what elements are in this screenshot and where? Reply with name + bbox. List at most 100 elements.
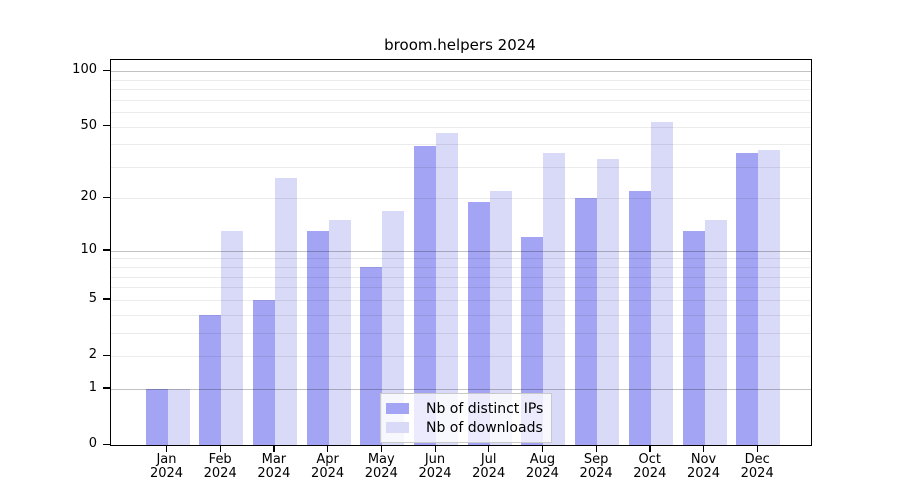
x-tick-label-year: 2024 (472, 466, 506, 481)
chart-title: broom.helpers 2024 (384, 36, 536, 54)
x-tick-label-year: 2024 (579, 466, 613, 481)
x-tick-label-month: Jan (156, 452, 177, 467)
bar-downloads (382, 210, 405, 445)
x-tick-label-month: Nov (690, 452, 717, 467)
bar-distinct-ips (628, 191, 651, 445)
gridline-minor (111, 112, 811, 114)
bar-distinct-ips (682, 231, 705, 445)
y-tick-label: 100 (72, 62, 97, 78)
gridline-minor (111, 166, 811, 168)
gridline-major (111, 71, 811, 73)
y-tick-label: 50 (80, 117, 97, 133)
x-tick-label-month: May (367, 452, 395, 467)
x-tick (649, 445, 651, 452)
gridline-minor (111, 198, 811, 200)
x-tick-label-year: 2024 (149, 466, 184, 481)
x-tick-label-month: Dec (744, 452, 770, 467)
y-tick (103, 69, 110, 71)
legend: Nb of distinct IPs Nb of downloads (380, 393, 553, 443)
bar-downloads (489, 191, 512, 445)
x-tick (488, 445, 490, 452)
x-tick (380, 445, 383, 452)
x-tick-label-month: Jul (480, 452, 497, 467)
legend-label-distinct-ips: Nb of distinct IPs (426, 400, 544, 417)
x-tick-label-month: Feb (208, 452, 232, 467)
x-tick-label-month: Jun (424, 452, 446, 467)
y-tick-label: 20 (80, 189, 97, 205)
x-tick (541, 445, 544, 452)
x-tick (166, 445, 168, 452)
x-tick-label-month: Apr (316, 452, 339, 467)
y-tick-label: 0 (88, 436, 97, 451)
bar-distinct-ips (467, 202, 490, 445)
x-tick-label-year: 2024 (257, 466, 291, 481)
x-tick-label-month: Sep (583, 452, 609, 467)
y-tick-label: 5 (88, 290, 97, 306)
bar-downloads (650, 121, 673, 445)
y-tick (103, 298, 110, 300)
bar-downloads (436, 133, 458, 445)
y-tick (103, 249, 110, 251)
legend-swatch-distinct-ips (386, 403, 409, 414)
bar-distinct-ips (736, 152, 759, 445)
x-tick (595, 445, 597, 452)
gridline-minor (111, 299, 811, 301)
legend-swatch-downloads (386, 422, 409, 433)
x-tick (219, 445, 221, 452)
x-tick-label-year: 2024 (203, 466, 237, 481)
bar-downloads (328, 220, 351, 445)
bar-distinct-ips (414, 146, 436, 445)
bar-downloads (758, 150, 781, 445)
gridline-minor (111, 258, 811, 260)
gridline-minor (111, 79, 811, 81)
x-tick-label-year: 2024 (418, 466, 452, 481)
y-tick-label: 2 (88, 347, 97, 362)
bar-distinct-ips (360, 267, 383, 445)
x-tick-label-year: 2024 (364, 466, 398, 481)
gridline-major (111, 250, 811, 252)
gridline-minor (111, 126, 811, 128)
x-tick (703, 445, 705, 452)
x-tick-label-year: 2024 (525, 466, 559, 481)
x-tick (756, 445, 758, 452)
x-tick (434, 445, 436, 452)
y-tick (103, 354, 110, 356)
y-tick-label: 1 (88, 379, 97, 395)
plot-area: Nb of distinct IPs Nb of downloads (110, 59, 812, 446)
y-tick (103, 387, 110, 389)
bar-distinct-ips (199, 314, 222, 445)
x-tick-label-year: 2024 (686, 466, 721, 481)
gridline-minor (111, 99, 811, 101)
y-tick (103, 125, 110, 127)
x-tick-label-month: Mar (261, 452, 287, 467)
gridline-minor (111, 314, 811, 316)
y-tick (103, 443, 110, 445)
gridline-minor (111, 276, 811, 278)
x-tick-label-year: 2024 (311, 466, 345, 481)
gridline-minor (111, 287, 811, 289)
bar-distinct-ips (252, 299, 275, 445)
legend-item-downloads: Nb of downloads (386, 418, 543, 437)
gridline-major (111, 388, 811, 390)
bar-downloads (274, 178, 297, 445)
y-tick-label: 10 (80, 241, 97, 257)
bar-downloads (543, 152, 566, 445)
legend-label-downloads: Nb of downloads (426, 419, 543, 436)
x-tick-label-month: Oct (638, 452, 662, 467)
gridline-minor (111, 356, 811, 357)
bar-downloads (704, 220, 727, 445)
x-tick-label-year: 2024 (633, 466, 667, 481)
x-tick-label-month: Aug (529, 452, 556, 467)
bar-distinct-ips (575, 198, 598, 445)
gridline-minor (111, 267, 811, 269)
bar-downloads (221, 231, 244, 445)
bar-downloads (597, 159, 620, 445)
x-tick-label-year: 2024 (740, 466, 774, 481)
legend-item-distinct-ips: Nb of distinct IPs (386, 399, 543, 418)
gridline-minor (111, 144, 811, 146)
bar-distinct-ips (145, 388, 168, 445)
x-tick (273, 445, 275, 452)
bar-distinct-ips (306, 231, 329, 445)
bar-downloads (167, 388, 190, 445)
